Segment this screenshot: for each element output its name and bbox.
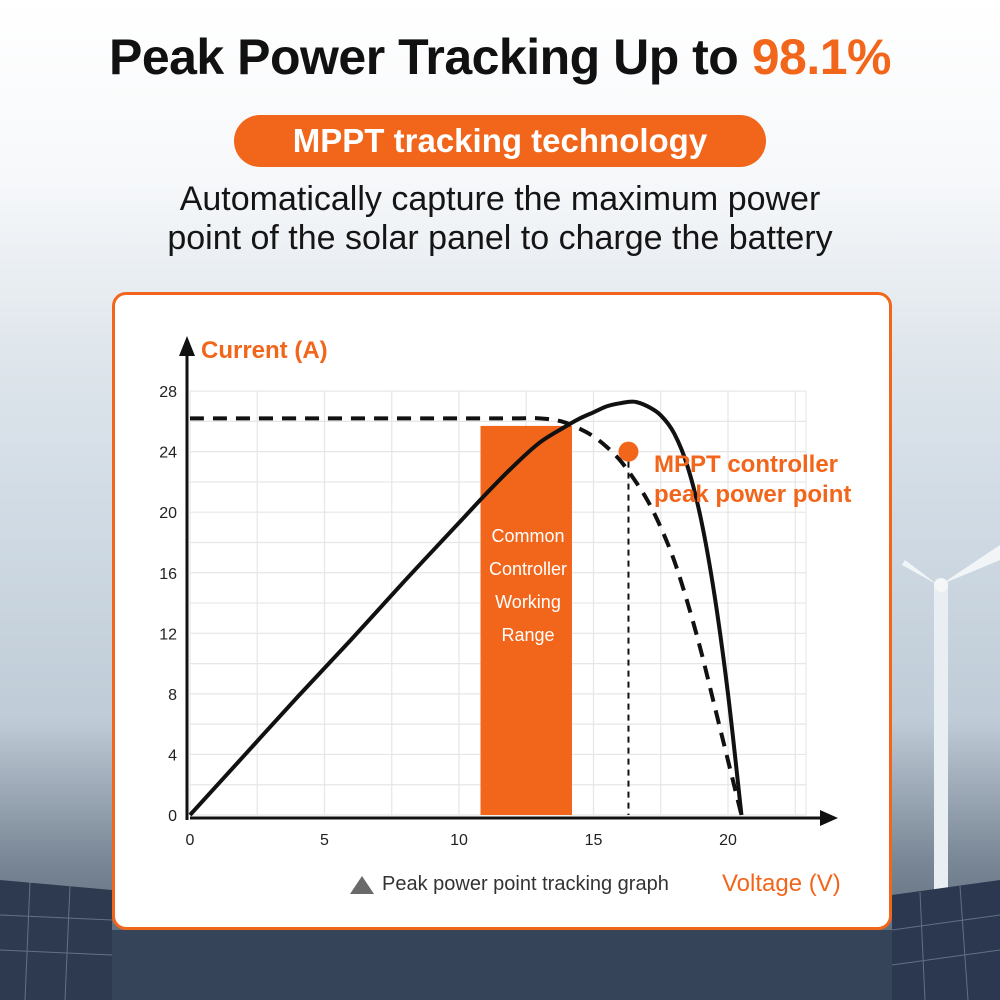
- solar-panel: [0, 880, 112, 1000]
- range-label: Common Controller Working Range: [478, 520, 578, 652]
- y-tick-label: 16: [159, 566, 177, 583]
- subtitle: Automatically capture the maximum power …: [0, 180, 1000, 258]
- y-tick-label: 8: [168, 687, 177, 704]
- y-axis-arrow-icon: [179, 336, 195, 356]
- page-title-main: Peak Power Tracking Up to: [108, 29, 752, 85]
- x-axis-label: Voltage (V): [722, 870, 841, 897]
- triangle-icon: [350, 875, 374, 894]
- x-tick-label: 5: [320, 832, 329, 849]
- x-tick-label: 10: [450, 832, 468, 849]
- page-title: Peak Power Tracking Up to 98.1%: [0, 28, 1000, 86]
- solar-panel: [892, 880, 1000, 1000]
- iv-curve-dashed: [190, 416, 744, 816]
- mppt-peak-point: [618, 441, 639, 462]
- range-label-line: Working: [495, 592, 561, 612]
- range-label-line: Controller: [488, 559, 568, 579]
- y-tick-label: 0: [168, 808, 177, 825]
- x-tick-label: 15: [585, 832, 603, 849]
- y-tick-label: 4: [168, 747, 177, 764]
- wind-turbine-blade: [902, 560, 938, 585]
- power-curve-solid: [188, 399, 744, 817]
- callout-line-1: MPPT controller: [654, 451, 839, 478]
- x-axis-arrow-icon: [820, 810, 838, 826]
- y-tick-label: 28: [159, 384, 177, 401]
- solar-panel: [112, 930, 892, 1000]
- wind-turbine-blade: [940, 545, 1000, 585]
- range-label-line: Range: [501, 625, 555, 645]
- axis-ticks: 0 4 8 12 16 20 24 28 0 5 10 15 20: [159, 384, 737, 849]
- chart-footnote: Peak power point tracking graph: [350, 873, 669, 896]
- subtitle-line-1: Automatically capture the maximum power: [179, 180, 821, 218]
- wind-turbine-tower: [934, 585, 948, 895]
- common-controller-range: [480, 425, 572, 815]
- callout-line-2: peak power point: [654, 481, 852, 508]
- subtitle-line-2: point of the solar panel to charge the b…: [167, 219, 833, 257]
- range-label-line: Common: [491, 526, 565, 546]
- y-tick-label: 12: [159, 626, 177, 643]
- y-tick-label: 20: [159, 505, 177, 522]
- wind-turbine-hub: [934, 578, 948, 592]
- page-title-percentage: 98.1%: [751, 29, 892, 85]
- y-axis-label: Current (A): [201, 337, 328, 364]
- feature-pill: MPPT tracking technology: [234, 115, 766, 167]
- x-tick-label: 0: [186, 832, 195, 849]
- peak-point-callout: MPPT controller peak power point: [654, 450, 851, 510]
- footnote-text: Peak power point tracking graph: [382, 873, 669, 895]
- y-tick-label: 24: [159, 445, 177, 462]
- x-tick-label: 20: [719, 832, 737, 849]
